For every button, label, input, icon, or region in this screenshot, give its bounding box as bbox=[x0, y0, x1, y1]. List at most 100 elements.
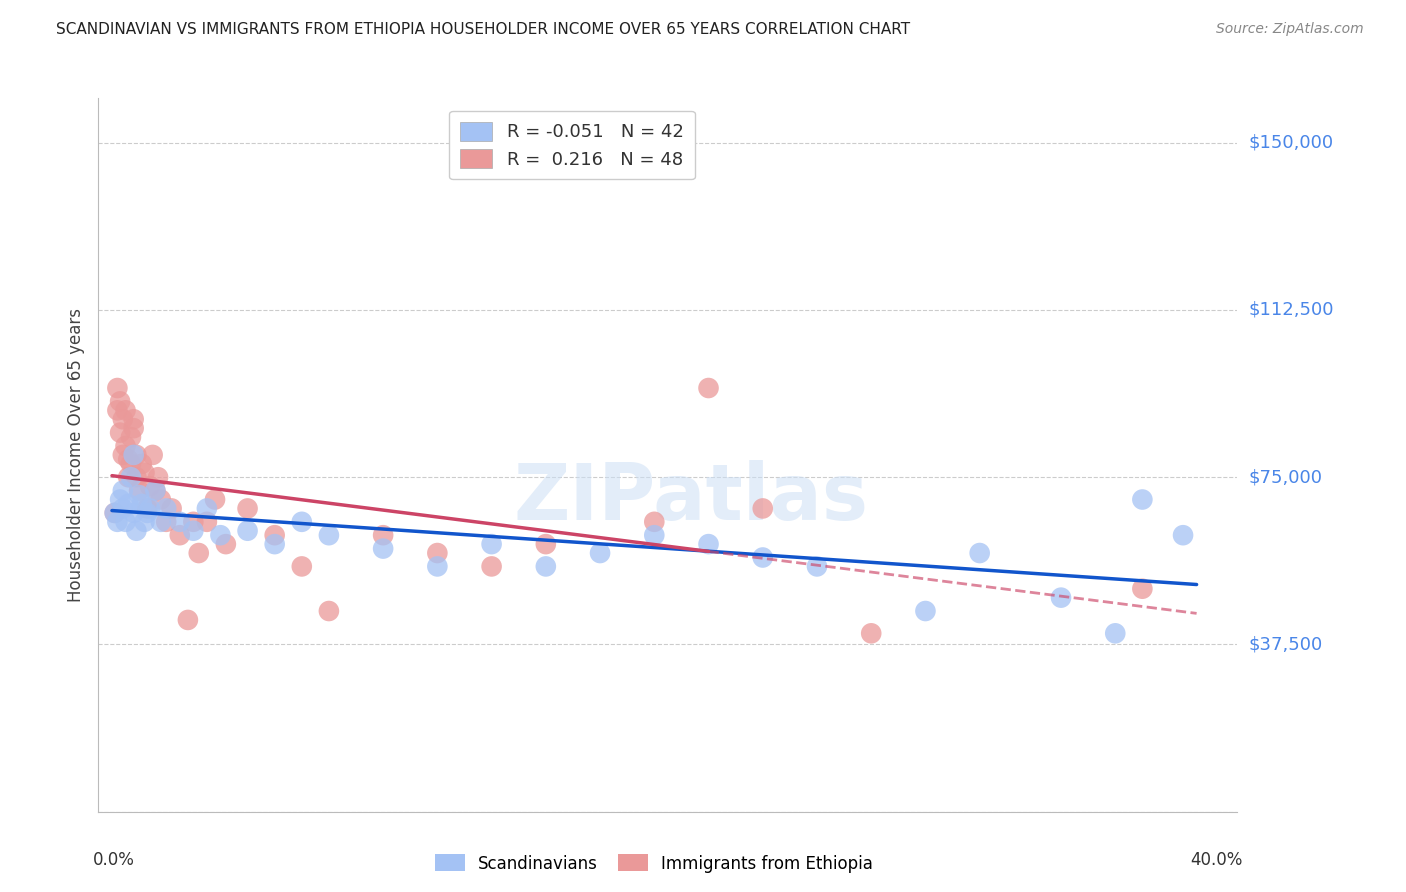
Legend: R = -0.051   N = 42, R =  0.216   N = 48: R = -0.051 N = 42, R = 0.216 N = 48 bbox=[449, 111, 695, 179]
Point bbox=[108, 425, 131, 440]
Point bbox=[142, 448, 165, 462]
Point bbox=[1171, 528, 1194, 542]
Point bbox=[122, 412, 145, 426]
Point bbox=[752, 550, 775, 565]
Point bbox=[426, 546, 449, 560]
Point bbox=[136, 501, 159, 516]
Point bbox=[139, 501, 162, 516]
Point bbox=[371, 528, 394, 542]
Point bbox=[145, 483, 167, 498]
Point bbox=[169, 515, 191, 529]
Point bbox=[195, 501, 218, 516]
Text: $112,500: $112,500 bbox=[1249, 301, 1334, 319]
Point bbox=[117, 452, 139, 467]
Point bbox=[209, 528, 232, 542]
Point bbox=[860, 626, 883, 640]
Point bbox=[204, 492, 226, 507]
Point bbox=[107, 381, 129, 395]
Point bbox=[643, 515, 665, 529]
Text: $150,000: $150,000 bbox=[1249, 134, 1334, 152]
Point bbox=[187, 546, 209, 560]
Point bbox=[114, 403, 136, 417]
Point bbox=[155, 515, 177, 529]
Point bbox=[128, 483, 150, 498]
Point bbox=[1104, 626, 1126, 640]
Point bbox=[160, 501, 183, 516]
Point bbox=[481, 559, 503, 574]
Point bbox=[107, 515, 129, 529]
Point bbox=[806, 559, 828, 574]
Point bbox=[643, 528, 665, 542]
Point bbox=[117, 497, 139, 511]
Point bbox=[291, 515, 314, 529]
Point bbox=[236, 501, 259, 516]
Point bbox=[111, 448, 134, 462]
Point bbox=[122, 448, 145, 462]
Point bbox=[120, 470, 142, 484]
Point bbox=[149, 515, 172, 529]
Text: ZIPatlas: ZIPatlas bbox=[513, 459, 868, 536]
Point bbox=[104, 506, 127, 520]
Text: $37,500: $37,500 bbox=[1249, 635, 1323, 654]
Point bbox=[146, 470, 169, 484]
Point bbox=[697, 381, 720, 395]
Point bbox=[195, 515, 218, 529]
Point bbox=[177, 613, 200, 627]
Point bbox=[120, 457, 142, 471]
Point bbox=[134, 515, 156, 529]
Text: Source: ZipAtlas.com: Source: ZipAtlas.com bbox=[1216, 22, 1364, 37]
Point bbox=[291, 559, 314, 574]
Point bbox=[107, 403, 129, 417]
Point bbox=[108, 492, 131, 507]
Point bbox=[145, 483, 167, 498]
Point bbox=[969, 546, 991, 560]
Point bbox=[136, 506, 159, 520]
Text: $75,000: $75,000 bbox=[1249, 468, 1323, 486]
Point bbox=[236, 524, 259, 538]
Point bbox=[108, 394, 131, 409]
Point bbox=[371, 541, 394, 556]
Point bbox=[1132, 582, 1154, 596]
Point bbox=[111, 501, 134, 516]
Point bbox=[1132, 492, 1154, 507]
Point bbox=[114, 439, 136, 453]
Point bbox=[318, 528, 340, 542]
Point bbox=[125, 448, 148, 462]
Point bbox=[534, 559, 557, 574]
Point bbox=[589, 546, 612, 560]
Point bbox=[128, 488, 150, 502]
Point bbox=[120, 430, 142, 444]
Point bbox=[139, 479, 162, 493]
Point bbox=[183, 524, 205, 538]
Point bbox=[131, 457, 153, 471]
Point bbox=[426, 559, 449, 574]
Text: 40.0%: 40.0% bbox=[1191, 851, 1243, 869]
Point bbox=[131, 497, 153, 511]
Point bbox=[111, 483, 134, 498]
Point bbox=[149, 492, 172, 507]
Point bbox=[122, 506, 145, 520]
Point bbox=[481, 537, 503, 551]
Point bbox=[104, 506, 127, 520]
Point bbox=[534, 537, 557, 551]
Point bbox=[125, 470, 148, 484]
Point bbox=[125, 524, 148, 538]
Point bbox=[215, 537, 238, 551]
Text: SCANDINAVIAN VS IMMIGRANTS FROM ETHIOPIA HOUSEHOLDER INCOME OVER 65 YEARS CORREL: SCANDINAVIAN VS IMMIGRANTS FROM ETHIOPIA… bbox=[56, 22, 910, 37]
Point bbox=[155, 501, 177, 516]
Point bbox=[169, 528, 191, 542]
Point bbox=[114, 515, 136, 529]
Point bbox=[752, 501, 775, 516]
Point bbox=[318, 604, 340, 618]
Text: 0.0%: 0.0% bbox=[93, 851, 135, 869]
Point bbox=[117, 470, 139, 484]
Point bbox=[263, 528, 285, 542]
Y-axis label: Householder Income Over 65 years: Householder Income Over 65 years bbox=[67, 308, 86, 602]
Point bbox=[134, 466, 156, 480]
Point bbox=[914, 604, 936, 618]
Point bbox=[263, 537, 285, 551]
Point bbox=[697, 537, 720, 551]
Legend: Scandinavians, Immigrants from Ethiopia: Scandinavians, Immigrants from Ethiopia bbox=[427, 847, 880, 880]
Point bbox=[1050, 591, 1073, 605]
Point bbox=[183, 515, 205, 529]
